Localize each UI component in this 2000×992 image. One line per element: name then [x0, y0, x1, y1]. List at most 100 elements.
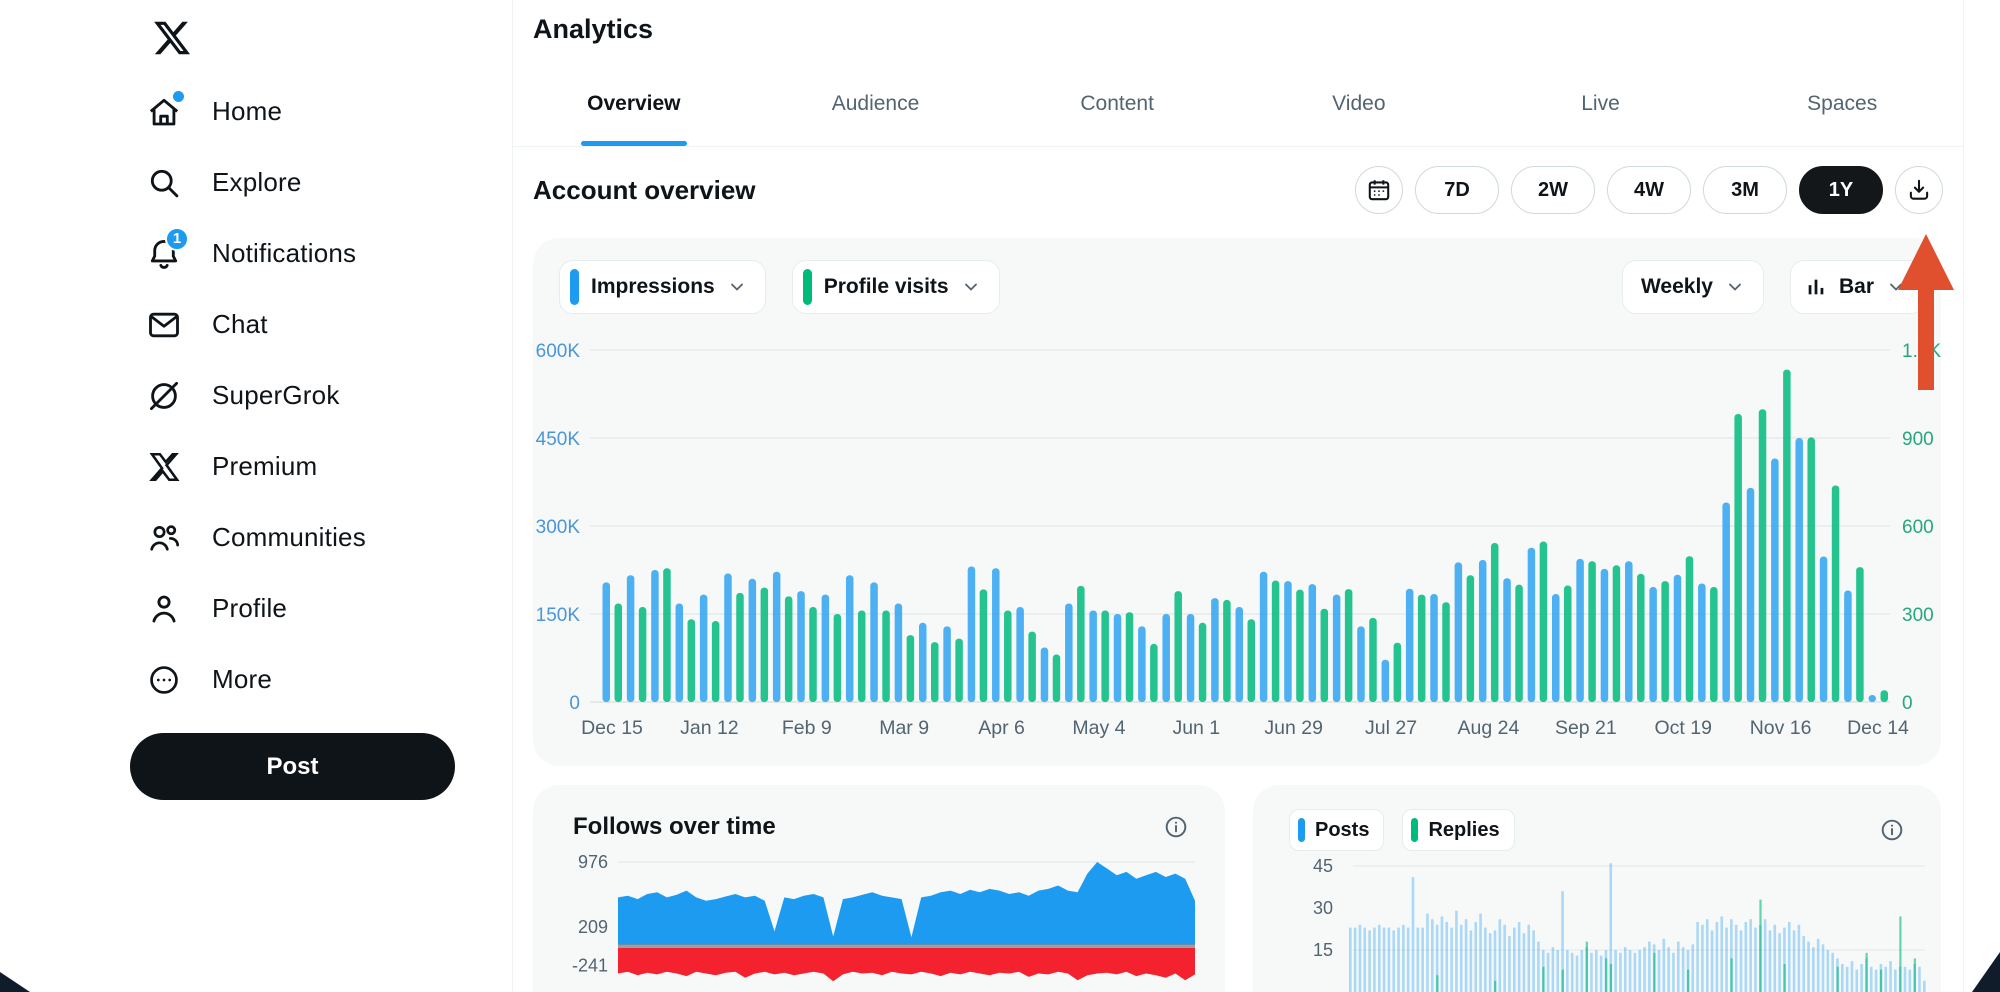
sidebar-item-label: SuperGrok: [212, 380, 340, 410]
bell-icon: 1: [146, 226, 189, 272]
svg-text:Feb 9: Feb 9: [782, 717, 832, 739]
tab-spaces[interactable]: Spaces: [1807, 92, 1878, 115]
chart-controls: Impressions Profile visits Weekly: [559, 260, 1925, 314]
svg-text:May 4: May 4: [1072, 717, 1125, 739]
sidebar-item-notifications[interactable]: 1 Notifications: [0, 218, 512, 289]
bottom-left-corner-shape: [0, 972, 30, 992]
sidebar-item-label: Premium: [212, 451, 318, 481]
sidebar-item-label: Home: [212, 96, 283, 126]
search-icon: [146, 165, 182, 201]
svg-text:Jun 29: Jun 29: [1264, 717, 1323, 739]
period-2w-button[interactable]: 2W: [1511, 166, 1595, 214]
grok-icon: [146, 378, 182, 414]
posts-replies-card: Posts Replies 45 30 15: [1253, 785, 1941, 992]
chevron-down-icon: [1890, 283, 1902, 291]
svg-text:300K: 300K: [536, 517, 581, 538]
sidebar-item-premium[interactable]: Premium: [0, 431, 512, 502]
granularity-dropdown[interactable]: Weekly: [1621, 260, 1764, 314]
metric-1-dropdown[interactable]: Impressions: [559, 260, 766, 314]
legend-replies-chip[interactable]: Replies: [1402, 809, 1515, 851]
tab-audience[interactable]: Audience: [831, 92, 920, 115]
sidebar-item-profile[interactable]: Profile: [0, 573, 512, 644]
account-overview-card: Impressions Profile visits Weekly: [533, 238, 1941, 766]
card-title: Follows over time: [573, 813, 776, 840]
replies-accent-bar: [1411, 818, 1419, 842]
home-unread-dot: [173, 90, 184, 102]
impressions-accent-bar: [570, 269, 579, 305]
sidebar-item-label: Notifications: [212, 238, 357, 268]
period-7d-button[interactable]: 7D: [1415, 166, 1499, 214]
svg-text:900: 900: [1902, 429, 1934, 450]
tab-video[interactable]: Video: [1332, 92, 1386, 115]
period-3m-button[interactable]: 3M: [1703, 166, 1787, 214]
page-title: Analytics: [533, 14, 654, 44]
chevron-down-icon: [730, 283, 743, 291]
period-4w-button[interactable]: 4W: [1607, 166, 1691, 214]
active-tab-underline: [580, 141, 687, 146]
info-icon[interactable]: [1163, 814, 1189, 840]
svg-text:30: 30: [1313, 898, 1333, 918]
period-selector: 7D 2W 4W 3M 1Y: [1355, 166, 1943, 214]
section-title: Account overview: [533, 174, 756, 205]
sidebar-item-explore[interactable]: Explore: [0, 147, 512, 218]
svg-text:Mar 9: Mar 9: [879, 717, 929, 739]
chevron-down-icon: [1729, 283, 1741, 291]
sidebar: Home Explore 1 Notifications Chat: [0, 0, 512, 992]
tab-live[interactable]: Live: [1581, 92, 1620, 115]
svg-text:Nov 16: Nov 16: [1750, 717, 1812, 739]
post-button[interactable]: Post: [130, 733, 455, 800]
svg-text:0: 0: [569, 693, 580, 714]
svg-text:976: 976: [578, 852, 608, 872]
mail-icon: [146, 307, 182, 343]
svg-text:Apr 6: Apr 6: [978, 717, 1025, 739]
legend-posts-chip[interactable]: Posts: [1289, 809, 1385, 851]
period-1y-button[interactable]: 1Y: [1799, 166, 1883, 214]
chevron-down-icon: [964, 283, 977, 291]
profile-visits-accent-bar: [802, 269, 812, 305]
tab-content[interactable]: Content: [1080, 92, 1154, 115]
sidebar-item-chat[interactable]: Chat: [0, 289, 512, 360]
sidebar-item-communities[interactable]: Communities: [0, 502, 512, 573]
svg-text:209: 209: [578, 917, 608, 937]
sidebar-item-supergrok[interactable]: SuperGrok: [0, 360, 512, 431]
bar-chart-icon: [1808, 279, 1824, 295]
svg-text:Aug 24: Aug 24: [1458, 717, 1520, 739]
follows-over-time-card: Follows over time 976 209 -241: [533, 785, 1225, 992]
tab-overview[interactable]: Overview: [513, 62, 755, 146]
sidebar-item-label: Profile: [212, 593, 288, 623]
svg-text:0: 0: [1902, 693, 1913, 714]
sidebar-nav: Home Explore 1 Notifications Chat: [0, 76, 512, 715]
svg-text:Sep 21: Sep 21: [1555, 717, 1617, 739]
main-content: Analytics Overview Audience Content Vide…: [513, 0, 1963, 992]
svg-text:Oct 19: Oct 19: [1655, 717, 1712, 739]
sidebar-item-label: Communities: [212, 522, 366, 552]
x-logo-icon: [154, 21, 191, 55]
sidebar-item-home[interactable]: Home: [0, 76, 512, 147]
chart-type-dropdown[interactable]: Bar: [1789, 260, 1925, 314]
posts-accent-bar: [1298, 818, 1305, 842]
calendar-icon: [1368, 180, 1390, 201]
sidebar-item-more[interactable]: More: [0, 644, 512, 715]
more-circle-icon: [146, 662, 182, 698]
metric-2-dropdown[interactable]: Profile visits: [791, 260, 1000, 314]
sidebar-item-label: Chat: [212, 309, 268, 339]
home-icon: [146, 90, 184, 130]
calendar-button[interactable]: [1355, 166, 1403, 214]
profile-icon: [146, 591, 182, 627]
svg-text:15: 15: [1313, 940, 1333, 960]
x-premium-icon: [146, 449, 182, 485]
communities-icon: [146, 520, 182, 556]
svg-text:450K: 450K: [536, 429, 581, 450]
svg-text:150K: 150K: [536, 605, 581, 626]
sidebar-item-label: Explore: [212, 167, 302, 197]
notifications-badge: 1: [165, 226, 189, 251]
info-icon[interactable]: [1879, 817, 1905, 843]
right-column-divider: [1963, 0, 1964, 992]
account-overview-header: Account overview 7D 2W 4W 3M 1Y: [533, 160, 1943, 220]
x-logo[interactable]: [146, 12, 198, 64]
svg-text:-241: -241: [572, 955, 608, 975]
download-button[interactable]: [1895, 166, 1943, 214]
svg-text:300: 300: [1902, 605, 1934, 626]
svg-text:600: 600: [1902, 517, 1934, 538]
